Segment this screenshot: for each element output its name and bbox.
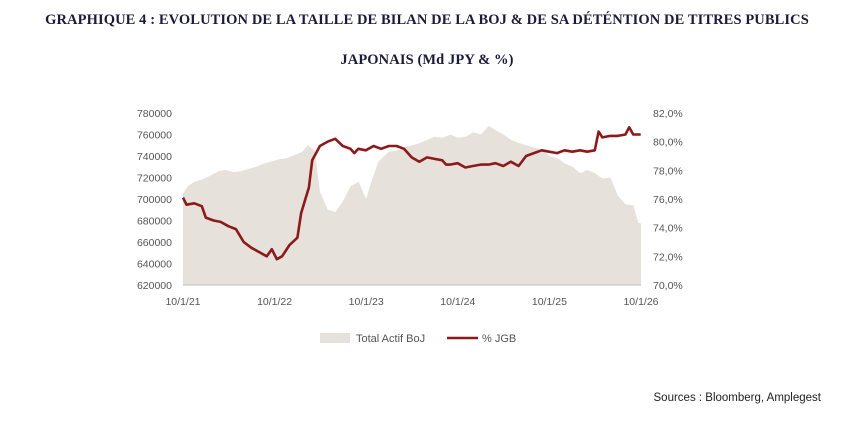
- left-tick-label: 620000: [137, 280, 172, 292]
- series-area-total-actif-boj: [183, 125, 641, 286]
- right-axis: 70,0% 72,0% 74,0% 76,0% 78,0% 80,0% 82,0%: [653, 108, 683, 292]
- x-axis: 10/1/21 10/1/22 10/1/23 10/1/24 10/1/25 10/1/…: [165, 296, 658, 308]
- x-tick-label: 10/1/24: [440, 296, 475, 308]
- x-tick-label: 10/1/23: [349, 296, 384, 308]
- left-tick-label: 700000: [137, 194, 172, 206]
- left-axis: 620000 640000 660000 680000 700000 720000 7400…: [137, 108, 172, 292]
- left-tick-label: 680000: [137, 216, 172, 228]
- plot-area: [181, 125, 641, 286]
- right-tick-label: 80,0%: [653, 137, 683, 149]
- x-tick-label: 10/1/22: [257, 296, 292, 308]
- x-tick-label: 10/1/26: [623, 296, 658, 308]
- left-tick-label: 740000: [137, 151, 172, 163]
- left-tick-label: 720000: [137, 173, 172, 185]
- left-tick-label: 660000: [137, 237, 172, 249]
- left-tick-label: 780000: [137, 108, 172, 120]
- series-line-pct-jgb: [181, 126, 641, 261]
- legend-label-line: % JGB: [482, 333, 516, 345]
- chart-title-line-2: JAPONAIS (Md JPY & %): [340, 52, 514, 68]
- legend-swatch-area: [320, 333, 350, 343]
- right-tick-label: 82,0%: [653, 108, 683, 120]
- right-tick-label: 70,0%: [653, 280, 683, 292]
- left-tick-label: 760000: [137, 130, 172, 142]
- x-tick-label: 10/1/25: [532, 296, 567, 308]
- chart-title-line-1: GRAPHIQUE 4 : EVOLUTION DE LA TAILLE DE …: [45, 12, 809, 28]
- right-tick-label: 72,0%: [653, 251, 683, 263]
- left-tick-label: 640000: [137, 259, 172, 271]
- right-tick-label: 74,0%: [653, 223, 683, 235]
- legend-label-area: Total Actif BoJ: [356, 333, 425, 345]
- right-tick-label: 76,0%: [653, 194, 683, 206]
- x-tick-label: 10/1/21: [165, 296, 200, 308]
- sources-note: Sources : Bloomberg, Amplegest: [653, 392, 821, 404]
- right-tick-label: 78,0%: [653, 165, 683, 177]
- legend: Total Actif BoJ % JGB: [320, 333, 516, 345]
